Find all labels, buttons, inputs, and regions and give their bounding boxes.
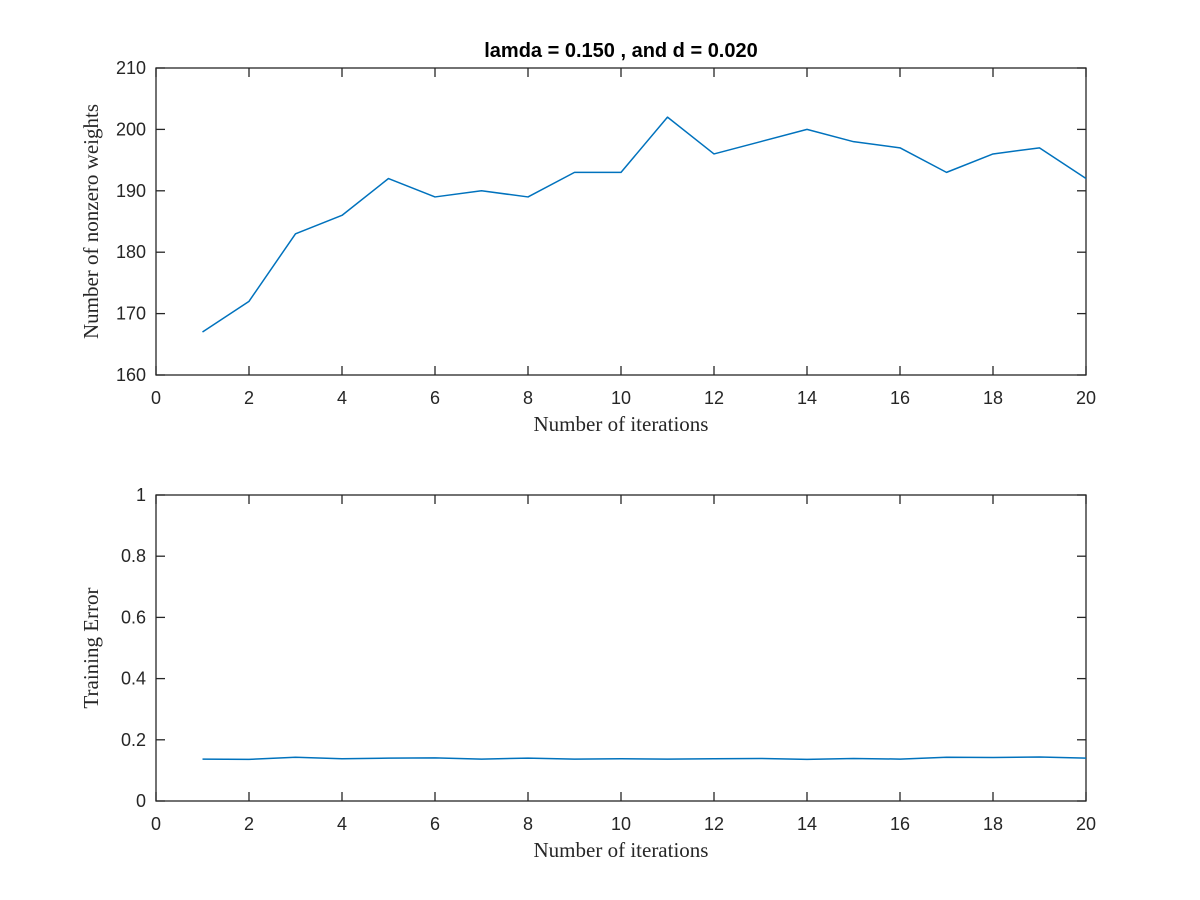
error-x-tick-label: 18: [983, 814, 1003, 834]
error-x-tick-label: 10: [611, 814, 631, 834]
weights-y-tick-label: 190: [116, 181, 146, 201]
weights-y-tick-label: 180: [116, 242, 146, 262]
weights-x-tick-label: 10: [611, 388, 631, 408]
weights-y-tick-label: 200: [116, 119, 146, 139]
training-error-chart: 0 2 4 6 8 10 12 14 16 18 20 0 0.2 0.4 0.6 0.8 1 Number of…: [79, 485, 1096, 862]
error-y-tick-label: 0.2: [121, 730, 146, 750]
error-x-tick-label: 0: [151, 814, 161, 834]
error-x-tick-label: 2: [244, 814, 254, 834]
error-x-tick-label: 12: [704, 814, 724, 834]
weights-x-tick-label: 12: [704, 388, 724, 408]
error-x-tick-label: 6: [430, 814, 440, 834]
weights-x-tick-label: 8: [523, 388, 533, 408]
weights-y-tick-label: 160: [116, 365, 146, 385]
weights-x-tick-label: 0: [151, 388, 161, 408]
error-x-tick-label: 14: [797, 814, 817, 834]
weights-y-tick-label: 210: [116, 58, 146, 78]
weights-x-tick-label: 20: [1076, 388, 1096, 408]
weights-chart-title: lamda = 0.150 , and d = 0.020: [484, 40, 758, 62]
error-y-tick-label: 0.8: [121, 546, 146, 566]
error-y-axis-label: Training Error: [79, 587, 103, 708]
weights-x-tick-label: 2: [244, 388, 254, 408]
error-y-tick-label: 1: [136, 485, 146, 505]
weights-x-tick-label: 6: [430, 388, 440, 408]
error-x-tick-label: 4: [337, 814, 347, 834]
weights-axes-box: [155, 67, 1087, 376]
error-axes-box: [155, 494, 1087, 802]
error-y-tick-label: 0.6: [121, 607, 146, 627]
error-x-tick-label: 16: [890, 814, 910, 834]
error-series-line: [202, 756, 1087, 761]
weights-x-tick-label: 18: [983, 388, 1003, 408]
weights-y-axis-label: Number of nonzero weights: [79, 104, 103, 339]
weights-x-tick-label: 14: [797, 388, 817, 408]
error-y-tick-label: 0.4: [121, 669, 146, 689]
error-x-axis-label: Number of iterations: [534, 838, 709, 862]
error-x-tick-label: 20: [1076, 814, 1096, 834]
weights-x-tick-label: 4: [337, 388, 347, 408]
weights-x-tick-label: 16: [890, 388, 910, 408]
weights-x-axis-label: Number of iterations: [534, 412, 709, 436]
error-y-tick-label: 0: [136, 791, 146, 811]
nonzero-weights-chart: 0 2 4 6 8 10 12 14 16 18 20 160 170 180 190 200 210 Numbe…: [79, 40, 1096, 436]
weights-series-line: [202, 116, 1087, 333]
weights-y-tick-label: 170: [116, 304, 146, 324]
error-x-tick-label: 8: [523, 814, 533, 834]
